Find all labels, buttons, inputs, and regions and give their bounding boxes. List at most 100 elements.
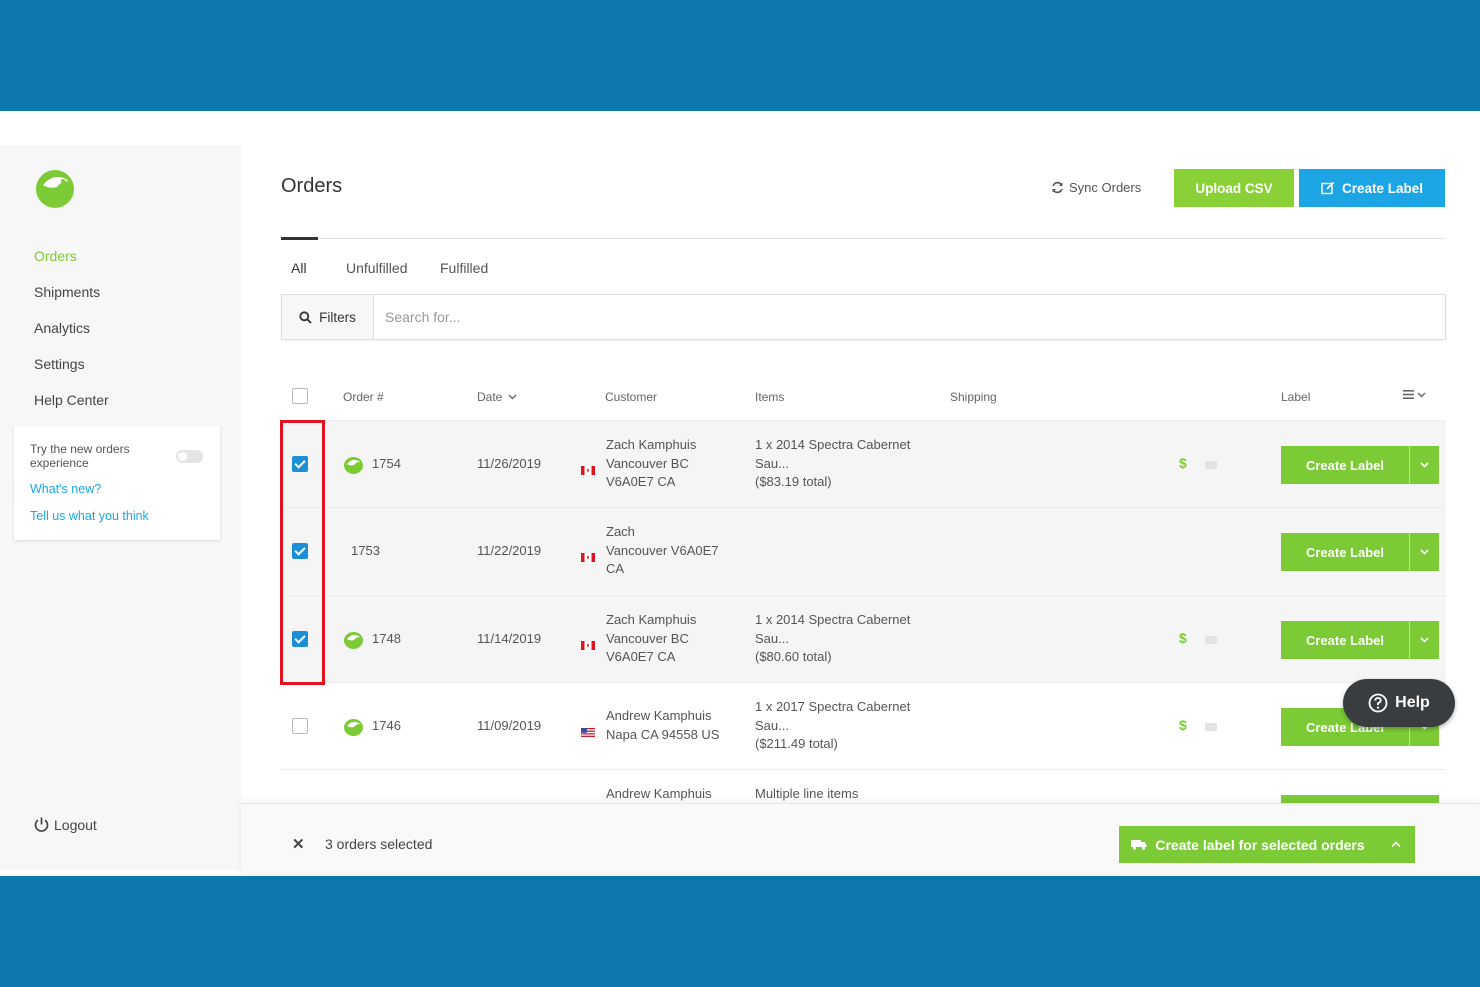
bulk-options-toggle[interactable] xyxy=(1377,826,1415,863)
chevron-down-icon xyxy=(508,394,517,400)
column-header-items[interactable]: Items xyxy=(755,390,785,404)
row-create-label-main[interactable]: Create Label xyxy=(1305,457,1385,473)
sidebar-item-orders[interactable]: Orders xyxy=(34,248,77,264)
customer-name: Zach Kamphuis xyxy=(606,612,697,627)
bulk-create-label-main[interactable]: Create label for selected orders xyxy=(1119,826,1377,863)
select-all-checkbox[interactable] xyxy=(292,388,308,404)
row-create-label-options[interactable] xyxy=(1409,533,1439,571)
chevron-down-icon xyxy=(1420,462,1429,468)
sidebar-item-help-center[interactable]: Help Center xyxy=(34,392,109,408)
row-create-label-main[interactable]: Create Label xyxy=(1305,632,1385,648)
column-header-date[interactable]: Date xyxy=(477,390,517,404)
order-number[interactable]: 1746 xyxy=(372,718,401,733)
table-row[interactable]: 1748 11/14/2019 Zach Kamphuis Vancouver BC V… xyxy=(281,595,1446,682)
help-button[interactable]: Help xyxy=(1343,679,1455,727)
active-tab-indicator xyxy=(281,237,318,240)
column-settings-button[interactable] xyxy=(1403,390,1426,399)
items-cell: 1 x 2014 Spectra Cabernet Sau... ($80.60 t… xyxy=(755,611,910,667)
upload-csv-button[interactable]: Upload CSV xyxy=(1174,169,1294,207)
item-description: Sau... xyxy=(755,717,789,733)
order-number[interactable]: 1748 xyxy=(372,631,401,646)
app-window: Orders Shipments Analytics Settings Help Cen… xyxy=(0,111,1480,876)
item-description: Sau... xyxy=(755,630,789,646)
row-create-label-options[interactable] xyxy=(1409,446,1439,484)
promo-text: Try the new orders experience xyxy=(30,442,130,470)
customer-address-line: Vancouver BC xyxy=(606,630,689,646)
truck-icon xyxy=(1131,840,1147,850)
sidebar-item-shipments[interactable]: Shipments xyxy=(34,284,101,300)
clear-selection-close-icon[interactable]: ✕ xyxy=(292,836,305,853)
chevron-down-icon xyxy=(1420,637,1429,643)
row-create-label-button[interactable]: Create Label xyxy=(1281,533,1439,571)
items-cell: 1 x 2014 Spectra Cabernet Sau... ($83.19 t… xyxy=(755,436,910,492)
date-header-label: Date xyxy=(477,390,503,404)
column-header-customer[interactable]: Customer xyxy=(605,390,658,404)
table-row[interactable]: 1746 11/09/2019 Andrew Kamphuis Napa CA 945… xyxy=(281,682,1446,769)
sidebar-item-analytics[interactable]: Analytics xyxy=(34,320,91,336)
power-icon xyxy=(34,817,49,832)
logout-button[interactable]: Logout xyxy=(33,816,97,833)
table-row[interactable]: 1754 11/26/2019 Zach Kamphuis Vancouver BC V… xyxy=(281,420,1446,507)
customer-address-line: V6A0E7 CA xyxy=(606,474,676,489)
dollar-icon: $ xyxy=(1179,717,1187,733)
row-create-label-main[interactable]: Create Label xyxy=(1305,544,1385,560)
canada-flag-icon xyxy=(581,549,595,562)
column-header-label[interactable]: Label xyxy=(1281,390,1311,404)
row-create-label-button[interactable] xyxy=(1281,795,1439,803)
row-create-label-options[interactable] xyxy=(1409,621,1439,659)
order-number[interactable]: 1753 xyxy=(351,543,380,558)
column-header-shipping[interactable]: Shipping xyxy=(950,390,997,404)
item-total: ($80.60 total) xyxy=(755,649,832,664)
new-experience-promo: Try the new orders experience What's new… xyxy=(14,426,220,540)
filters-button[interactable]: Filters xyxy=(282,295,374,339)
bulk-create-label-button[interactable]: Create label for selected orders xyxy=(1119,826,1415,863)
question-circle-icon xyxy=(1368,693,1388,713)
search-icon xyxy=(299,310,312,324)
customer-address-line: Vancouver BC xyxy=(606,455,689,471)
sidebar-item-settings[interactable]: Settings xyxy=(34,356,85,372)
row-checkbox[interactable] xyxy=(292,543,308,559)
table-row[interactable]: 1753 11/22/2019 Zach Vancouver V6A0E7 CA Crea… xyxy=(281,507,1446,594)
customer-address-line: V6A0E7 CA xyxy=(606,649,676,664)
row-create-label-button[interactable]: Create Label xyxy=(1281,446,1439,484)
orders-list: 1754 11/26/2019 Zach Kamphuis Vancouver BC V… xyxy=(241,411,1480,803)
items-cell: Multiple line items xyxy=(755,785,858,803)
dollar-icon: $ xyxy=(1179,455,1187,471)
item-description: 1 x 2017 Spectra Cabernet xyxy=(755,699,911,714)
tab-unfulfilled[interactable]: Unfulfilled xyxy=(346,260,408,276)
row-checkbox[interactable] xyxy=(292,456,308,472)
row-checkbox[interactable] xyxy=(292,631,308,647)
row-create-label-button[interactable]: Create Label xyxy=(1281,621,1439,659)
customer-cell: Zach Kamphuis Vancouver BC V6A0E7 CA xyxy=(606,436,696,492)
item-description: Sau... xyxy=(755,455,789,471)
sidebar: Orders Shipments Analytics Settings Help Cen… xyxy=(0,145,241,870)
table-row[interactable]: Andrew Kamphuis Multiple line items xyxy=(281,769,1446,803)
customer-address-line: CA xyxy=(606,561,625,576)
chevron-down-icon xyxy=(1420,549,1429,555)
new-experience-toggle[interactable] xyxy=(176,450,203,463)
whats-new-link[interactable]: What's new? xyxy=(30,482,102,496)
search-input[interactable] xyxy=(374,295,1444,339)
sync-icon xyxy=(1052,181,1063,194)
green-bird-logo-icon[interactable] xyxy=(33,167,77,209)
customer-name: Zach xyxy=(606,524,635,539)
feedback-link[interactable]: Tell us what you think xyxy=(30,509,149,523)
search-bar: Filters xyxy=(281,294,1446,340)
selection-highlight-box xyxy=(280,420,325,685)
bulk-action-bar: ✕ 3 orders selected Create label for sel… xyxy=(241,803,1480,876)
row-checkbox[interactable] xyxy=(292,718,308,734)
create-label-button[interactable]: Create Label xyxy=(1299,169,1445,207)
page-title: Orders xyxy=(281,175,343,197)
order-number[interactable]: 1754 xyxy=(372,456,401,471)
item-description: Multiple line items xyxy=(755,786,859,801)
item-total: ($83.19 total) xyxy=(755,474,832,489)
order-date: 11/22/2019 xyxy=(477,543,542,558)
bulk-create-label-text: Create label for selected orders xyxy=(1155,836,1365,853)
dollar-icon: $ xyxy=(1179,630,1187,646)
tab-fulfilled[interactable]: Fulfilled xyxy=(440,260,489,276)
column-header-order[interactable]: Order # xyxy=(343,390,384,404)
tab-all[interactable]: All xyxy=(291,260,307,276)
create-label-text: Create Label xyxy=(1341,180,1424,196)
main-content: Orders Sync Orders Upload CSV Create Lab… xyxy=(241,111,1480,876)
sync-orders-button[interactable]: Sync Orders xyxy=(1051,180,1141,195)
